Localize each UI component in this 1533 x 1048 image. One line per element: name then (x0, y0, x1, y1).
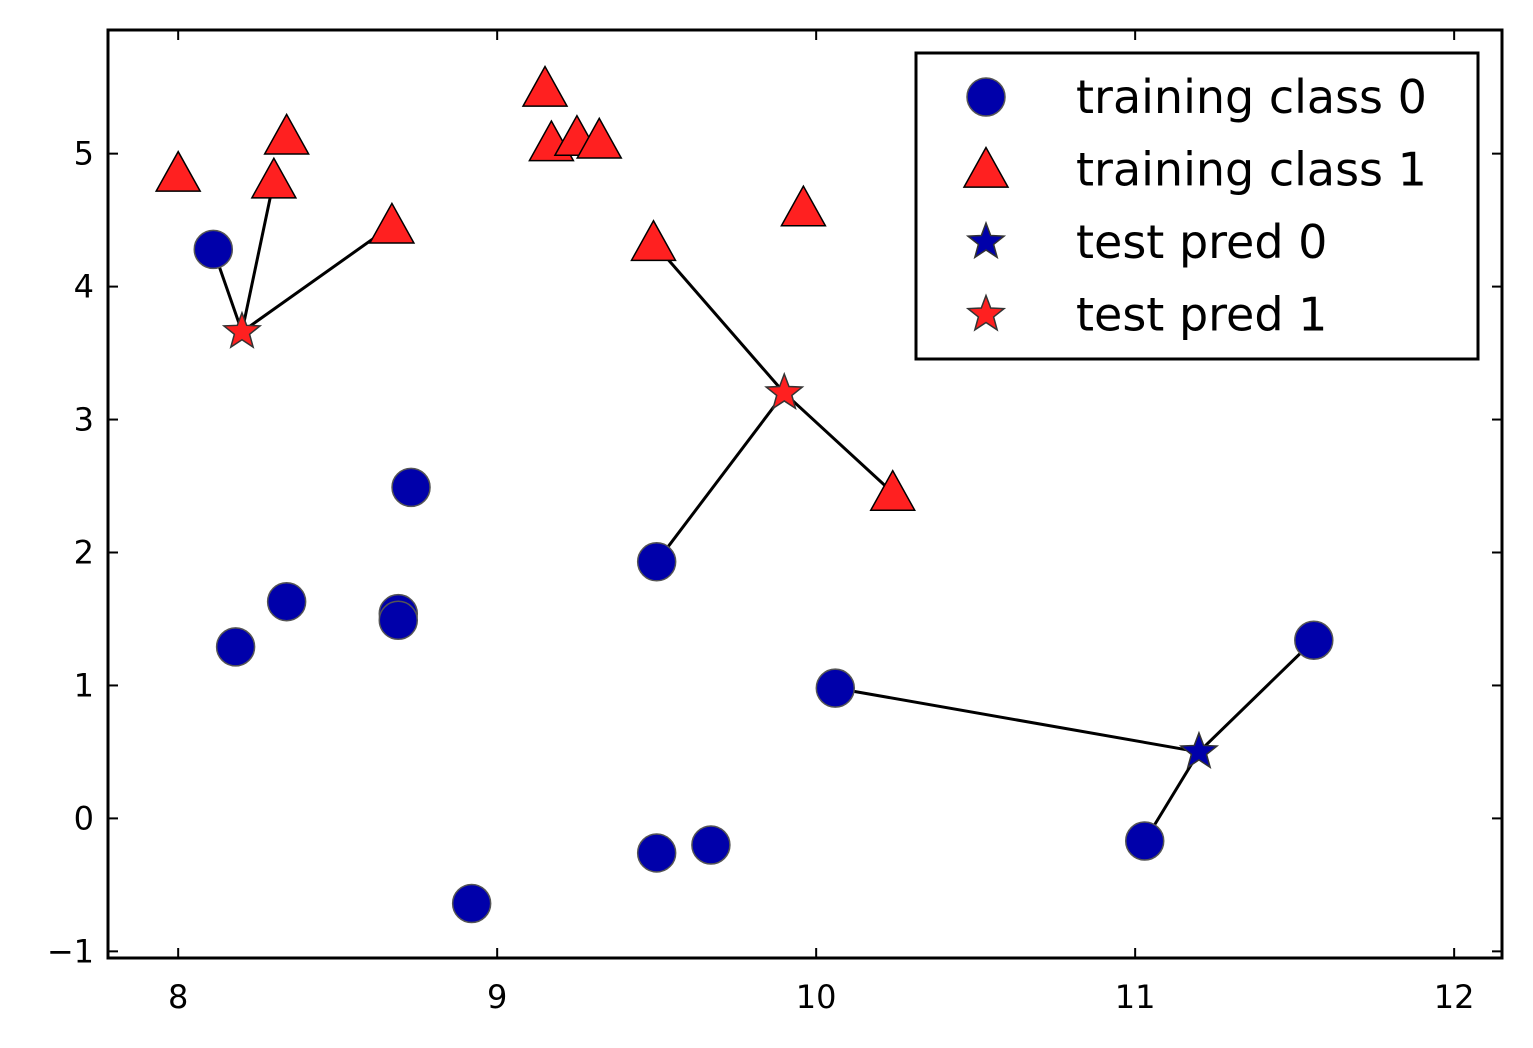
x-tick-label: 12 (1434, 978, 1475, 1016)
neighbor-line (835, 686, 1200, 754)
x-tick-label: 9 (487, 978, 507, 1016)
training-class-0-point (815, 668, 856, 708)
legend-label: training class 0 (1076, 70, 1427, 124)
x-tick-label: 8 (168, 978, 188, 1016)
y-tick-label: −1 (47, 932, 94, 970)
test-pred-1-point (764, 371, 805, 411)
x-tick-label: 10 (796, 978, 837, 1016)
legend-marker-test-pred-0 (965, 220, 1007, 260)
training-class-0-point (1124, 821, 1165, 861)
legend-label: training class 1 (1076, 143, 1427, 197)
training-class-0-point (193, 229, 234, 270)
test-pred-1-point (221, 310, 263, 349)
test-pred-0-point (1178, 730, 1220, 770)
training-class-0-point (391, 467, 431, 508)
legend-marker-training-class-0 (966, 77, 1006, 117)
training-class-0-point (378, 600, 419, 641)
neighbor-line (241, 224, 393, 334)
neighbor-line (1197, 639, 1315, 754)
y-tick-label: 2 (74, 533, 94, 571)
data-points (154, 64, 1334, 924)
neighbor-line (652, 241, 786, 394)
training-class-1-point (368, 201, 416, 244)
training-class-0-point (451, 883, 492, 924)
y-tick-label: 1 (74, 666, 94, 704)
x-tick-label: 11 (1115, 978, 1156, 1016)
training-class-1-point (250, 156, 298, 199)
training-class-0-point (691, 825, 731, 865)
training-class-1-point (521, 64, 569, 107)
training-class-1-point (575, 116, 623, 159)
training-class-1-point (780, 184, 827, 227)
neighbor-line (783, 391, 894, 494)
legend-marker-training-class-1 (962, 145, 1010, 188)
training-class-1-point (869, 469, 916, 512)
training-class-0-point (215, 627, 256, 667)
y-tick-label: 0 (74, 799, 94, 837)
training-class-0-point (636, 542, 677, 582)
training-class-1-point (263, 112, 310, 155)
plot-frame (106, 28, 1504, 960)
y-tick-label: 3 (74, 401, 94, 439)
legend-label: test pred 0 (1076, 215, 1327, 269)
training-class-1-point (630, 219, 677, 262)
training-class-0-point (636, 833, 677, 873)
neighbor-line (655, 392, 786, 563)
training-class-1-point (154, 150, 202, 192)
legend-label: test pred 1 (1076, 288, 1327, 342)
legend-marker-test-pred-1 (965, 293, 1007, 332)
training-class-0-point (1294, 620, 1334, 660)
neighbor-line (240, 179, 276, 333)
training-class-0-point (266, 581, 307, 622)
legend: training class 0 training class 1 test pre… (914, 51, 1480, 361)
y-tick-label: 4 (74, 268, 94, 306)
y-tick-label: 5 (74, 135, 94, 173)
legend-box (914, 51, 1480, 361)
